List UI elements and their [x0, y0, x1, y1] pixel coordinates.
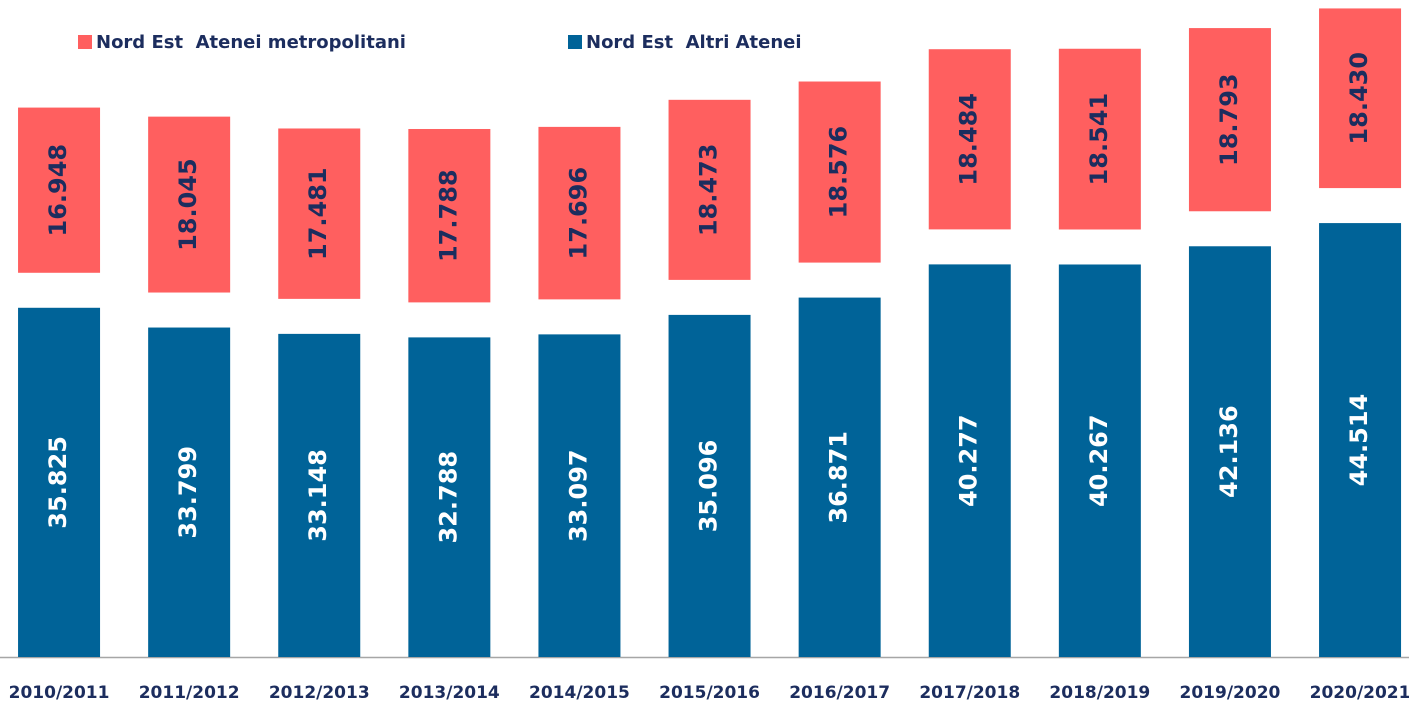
data-label: 17.481 — [304, 167, 332, 260]
x-tick-label: 2016/2017 — [789, 683, 890, 703]
bar-segment — [278, 333, 361, 657]
data-label: 18.576 — [825, 126, 853, 219]
bar-segment — [668, 99, 751, 280]
bar-segment — [668, 314, 751, 657]
bar-segment — [798, 297, 881, 657]
data-label: 32.788 — [434, 451, 462, 544]
legend-swatch — [78, 35, 92, 49]
bar-segment — [538, 334, 621, 657]
data-label: 42.136 — [1215, 405, 1243, 498]
legend-label: Nord Est Altri Atenei — [586, 32, 802, 53]
bar-segment — [928, 49, 1011, 230]
data-label: 18.430 — [1345, 52, 1373, 145]
bar-segment — [148, 327, 231, 657]
bar-segment — [18, 307, 101, 657]
x-tick-label: 2017/2018 — [919, 683, 1020, 703]
bar-segment — [1058, 48, 1141, 230]
x-tick-label: 2020/2021 — [1310, 683, 1409, 703]
data-label: 40.267 — [1085, 414, 1113, 507]
data-label: 18.045 — [174, 158, 202, 251]
data-label: 17.788 — [434, 169, 462, 262]
data-label: 18.541 — [1085, 93, 1113, 186]
x-tick-label: 2018/2019 — [1049, 683, 1150, 703]
bar-segment — [538, 126, 621, 300]
data-label: 18.473 — [695, 144, 723, 237]
bar-segment — [1188, 246, 1271, 658]
bar-segment — [278, 128, 361, 299]
data-label: 40.277 — [955, 414, 983, 507]
data-label: 35.825 — [44, 436, 72, 529]
data-label: 17.696 — [564, 167, 592, 260]
x-tick-label: 2010/2011 — [9, 683, 110, 703]
bar-segment — [408, 337, 491, 657]
bar-segment — [1058, 264, 1141, 657]
bar-segment — [1188, 28, 1271, 212]
x-tick-label: 2015/2016 — [659, 683, 760, 703]
data-label: 18.484 — [955, 93, 983, 186]
data-label: 35.096 — [695, 440, 723, 533]
x-tick-label: 2014/2015 — [529, 683, 630, 703]
bar-segment — [1319, 223, 1402, 657]
x-tick-label: 2013/2014 — [399, 683, 500, 703]
data-label: 33.799 — [174, 446, 202, 539]
data-label: 18.793 — [1215, 73, 1243, 166]
bar-segment — [928, 264, 1011, 657]
bar-segment — [1319, 8, 1402, 189]
data-label: 33.097 — [564, 449, 592, 542]
data-label: 44.514 — [1345, 394, 1373, 487]
x-tick-label: 2011/2012 — [139, 683, 240, 703]
data-label: 36.871 — [825, 431, 853, 524]
bar-segment — [148, 116, 231, 293]
legend-swatch — [568, 35, 582, 49]
bar-segment — [408, 128, 491, 303]
legend-label: Nord Est Atenei metropolitani — [96, 32, 406, 53]
x-tick-label: 2012/2013 — [269, 683, 370, 703]
bar-segment — [798, 81, 881, 263]
x-tick-label: 2019/2020 — [1180, 683, 1281, 703]
bar-segment — [18, 107, 101, 273]
data-label: 33.148 — [304, 449, 332, 542]
data-label: 16.948 — [44, 144, 72, 237]
